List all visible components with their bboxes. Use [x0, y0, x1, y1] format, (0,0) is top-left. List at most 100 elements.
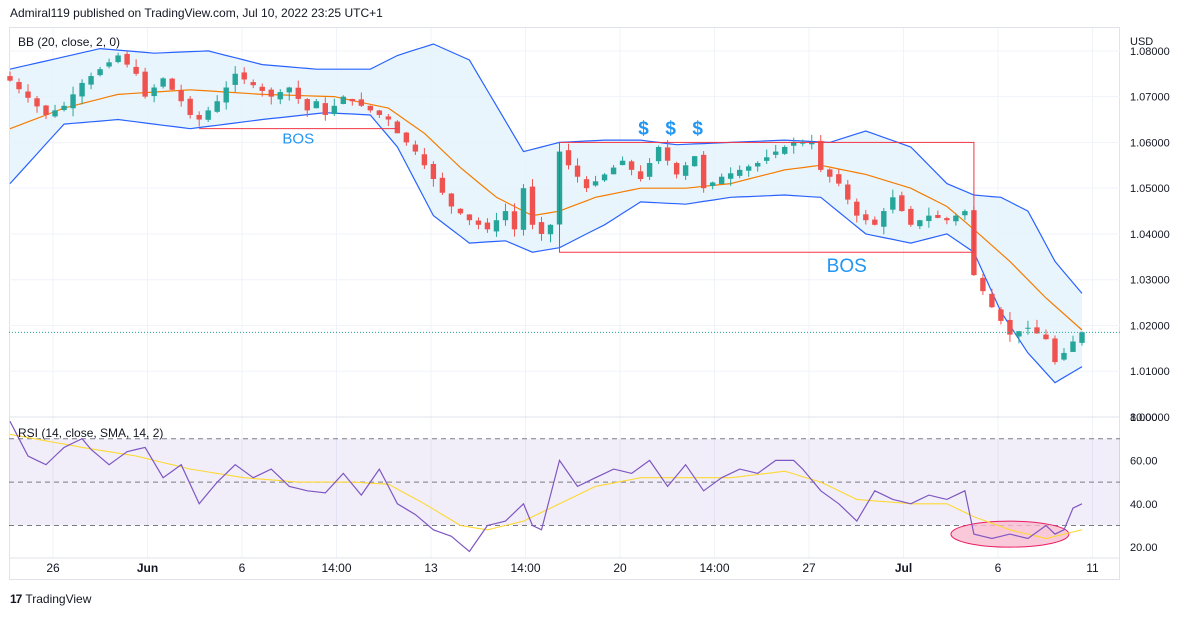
rsi-tick-label: 60.00	[1130, 455, 1158, 467]
candle-body	[295, 87, 301, 99]
price-tick-label: 1.03000	[1130, 275, 1170, 287]
candle-body	[583, 179, 590, 189]
dollar-sign-label: $	[692, 118, 703, 139]
currency-label: USD	[1130, 36, 1153, 48]
rsi-tick-label: 40.00	[1130, 499, 1158, 511]
candle-body	[7, 76, 13, 81]
candle-body	[484, 222, 491, 230]
candle-body	[322, 103, 328, 115]
rsi-line	[9, 421, 1083, 553]
candle-body	[664, 147, 671, 161]
candle-body	[989, 293, 995, 308]
candle-body	[745, 166, 752, 171]
candle-body	[791, 142, 797, 146]
candle-body	[520, 188, 527, 230]
candle-body	[97, 69, 103, 76]
candle-body	[304, 99, 310, 111]
candle-body	[538, 222, 545, 234]
candle-body	[70, 94, 76, 109]
candle-body	[511, 211, 518, 230]
candle-body	[412, 144, 419, 152]
dollar-sign-label: $	[638, 118, 649, 139]
candle-body	[61, 105, 67, 111]
candle-body	[349, 98, 356, 102]
candle-body	[890, 197, 896, 210]
candle-body	[655, 146, 662, 162]
candle-body	[764, 157, 770, 161]
time-axis: 26 Jun 6 14:00 13 14:00 20 14:00 27 Jul 6 11	[46, 561, 1099, 575]
candle-body	[1016, 331, 1022, 337]
bos-left-label: BOS	[282, 131, 314, 148]
price-tick-label: 1.02000	[1130, 320, 1170, 332]
candle-body	[980, 277, 986, 292]
candle-body	[709, 182, 716, 186]
candle-body	[79, 82, 85, 97]
publish-header: Admiral119 published on TradingView.com,…	[10, 6, 383, 20]
bos-right-label: BOS	[827, 256, 867, 277]
candle-body	[565, 150, 572, 166]
bb-indicator-label: BB (20, close, 2, 0)	[18, 35, 120, 49]
candle-body	[259, 86, 265, 91]
candle-body	[1061, 352, 1067, 360]
bollinger-basis-line	[9, 89, 1083, 331]
candle-body	[700, 154, 707, 189]
candle-body	[43, 105, 49, 115]
time-tick-label: 6	[995, 561, 1002, 575]
time-tick-label: 27	[802, 561, 816, 575]
candle-body	[962, 211, 968, 216]
candle-body	[340, 96, 347, 104]
candle-body	[115, 55, 121, 63]
candle-body	[88, 76, 94, 85]
candle-body	[926, 215, 932, 222]
time-tick-label: 14:00	[510, 561, 540, 575]
candle-body	[917, 220, 923, 227]
candle-body	[142, 71, 148, 97]
time-tick-label: 26	[46, 561, 60, 575]
candle-body	[385, 116, 392, 120]
candle-body	[223, 87, 229, 103]
candle-body	[232, 73, 238, 85]
candle-body	[529, 186, 536, 225]
candle-body	[872, 219, 878, 225]
candle-body	[268, 89, 274, 97]
time-tick-label: 14:00	[699, 561, 729, 575]
candlestick-series	[7, 51, 1085, 365]
price-tick-label: 1.08000	[1130, 46, 1170, 58]
candle-body	[196, 114, 202, 120]
candle-body	[394, 121, 401, 134]
price-tick-label: 1.07000	[1130, 92, 1170, 104]
candle-body	[313, 101, 319, 109]
bollinger-lower-band	[9, 112, 1083, 384]
rsi-indicator-label: RSI (14, close, SMA, 14, 2)	[18, 426, 163, 440]
candle-body	[881, 211, 887, 227]
candle-body	[845, 184, 851, 200]
candle-body	[592, 181, 599, 186]
candle-body	[214, 101, 220, 112]
candle-body	[809, 142, 815, 145]
candle-body	[241, 72, 247, 80]
candle-body	[475, 220, 482, 225]
candle-body	[935, 215, 941, 218]
time-tick-label: 13	[424, 561, 438, 575]
candle-body	[1043, 334, 1049, 340]
candle-body	[367, 105, 374, 111]
candle-body	[673, 162, 680, 175]
candle-body	[646, 163, 653, 177]
candle-body	[250, 82, 256, 86]
price-tick-label: 1.01000	[1130, 366, 1170, 378]
candle-body	[574, 165, 581, 177]
chart-frame	[9, 27, 1120, 580]
candle-body	[178, 90, 184, 102]
candle-body	[682, 165, 689, 176]
candle-body	[277, 92, 283, 100]
candle-body	[628, 161, 635, 170]
brand-label[interactable]: TradingView	[25, 592, 92, 606]
price-tick-label: 1.05000	[1130, 183, 1170, 195]
dollar-sign-label: $	[665, 118, 676, 139]
candle-body	[439, 177, 446, 193]
candle-body	[908, 208, 914, 225]
candle-body	[718, 176, 725, 184]
candle-body	[1034, 327, 1040, 334]
candle-body	[358, 99, 365, 106]
rsi-tick-label: 80.00	[1130, 412, 1158, 424]
